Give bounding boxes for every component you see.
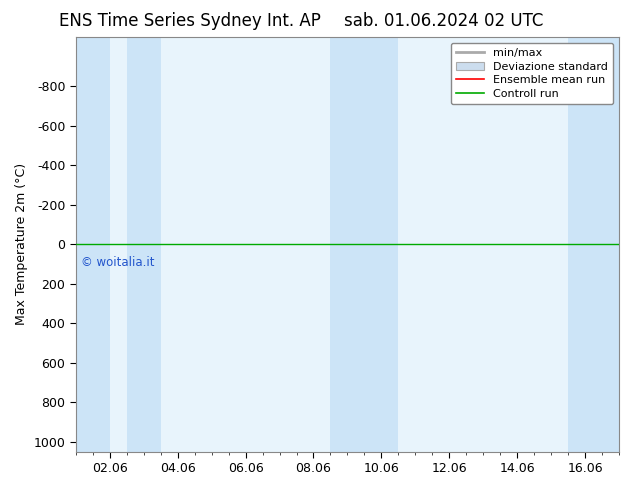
Text: sab. 01.06.2024 02 UTC: sab. 01.06.2024 02 UTC (344, 12, 543, 30)
Bar (330, 37, 398, 452)
Bar (568, 37, 634, 452)
Text: ENS Time Series Sydney Int. AP: ENS Time Series Sydney Int. AP (59, 12, 321, 30)
Y-axis label: Max Temperature 2m (°C): Max Temperature 2m (°C) (15, 163, 28, 325)
Legend: min/max, Deviazione standard, Ensemble mean run, Controll run: min/max, Deviazione standard, Ensemble m… (451, 43, 614, 104)
Text: © woitalia.it: © woitalia.it (81, 256, 155, 269)
Bar (59, 37, 110, 452)
Bar (127, 37, 160, 452)
